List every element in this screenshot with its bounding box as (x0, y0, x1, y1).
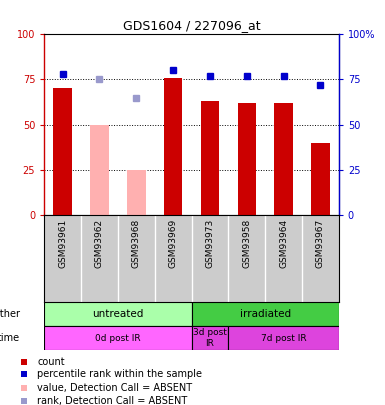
Bar (192, 326, 228, 350)
Bar (201, 101, 219, 215)
Bar (44, 326, 192, 350)
Bar (164, 78, 182, 215)
Text: 3d post
IR: 3d post IR (193, 328, 227, 348)
Bar (54, 89, 72, 215)
Text: untreated: untreated (92, 309, 144, 319)
Bar (238, 103, 256, 215)
Bar (90, 125, 109, 215)
Text: GSM93958: GSM93958 (242, 219, 251, 268)
Text: GSM93973: GSM93973 (206, 219, 214, 268)
Text: percentile rank within the sample: percentile rank within the sample (37, 369, 202, 379)
Text: GSM93968: GSM93968 (132, 219, 141, 268)
Bar (127, 170, 146, 215)
Text: time: time (0, 333, 20, 343)
Text: GSM93967: GSM93967 (316, 219, 325, 268)
Text: GSM93964: GSM93964 (279, 219, 288, 268)
Text: count: count (37, 357, 65, 367)
Text: GSM93962: GSM93962 (95, 219, 104, 268)
Bar (275, 103, 293, 215)
Bar (44, 302, 192, 326)
Bar (192, 302, 339, 326)
Text: value, Detection Call = ABSENT: value, Detection Call = ABSENT (37, 383, 192, 392)
Text: 7d post IR: 7d post IR (261, 334, 306, 343)
Title: GDS1604 / 227096_at: GDS1604 / 227096_at (123, 19, 260, 32)
Text: rank, Detection Call = ABSENT: rank, Detection Call = ABSENT (37, 396, 187, 405)
Text: irradiated: irradiated (239, 309, 291, 319)
Text: GSM93969: GSM93969 (169, 219, 177, 268)
Text: other: other (0, 309, 20, 319)
Text: 0d post IR: 0d post IR (95, 334, 141, 343)
Text: GSM93961: GSM93961 (58, 219, 67, 268)
Bar (228, 326, 339, 350)
Bar (311, 143, 330, 215)
